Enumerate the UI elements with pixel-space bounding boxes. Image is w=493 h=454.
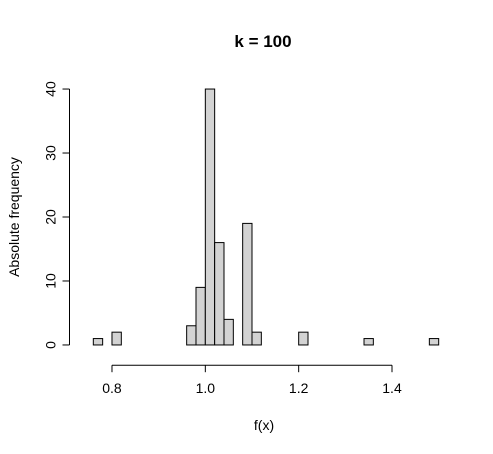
x-tick-label: 1.4 — [382, 380, 402, 396]
bar — [223, 318, 234, 346]
x-tick-label: 1.2 — [289, 380, 309, 396]
bar — [242, 222, 253, 346]
bar — [363, 338, 374, 346]
y-axis-label: Absolute frequency — [6, 157, 22, 277]
y-tick-label: 10 — [43, 273, 59, 289]
chart-title: k = 100 — [234, 32, 291, 51]
y-tick-label: 30 — [43, 145, 59, 161]
bar — [204, 88, 216, 346]
bar — [214, 242, 225, 346]
x-tick-label: 1.0 — [196, 380, 216, 396]
y-tick-label: 40 — [43, 81, 59, 97]
bar — [195, 286, 206, 346]
bar — [111, 331, 122, 346]
x-axis-label: f(x) — [254, 417, 274, 433]
bar — [251, 331, 262, 346]
bar — [186, 325, 197, 346]
bar — [92, 338, 104, 346]
y-tick-label: 20 — [43, 209, 59, 225]
y-tick-label: 0 — [43, 341, 59, 349]
bar — [428, 338, 440, 346]
x-tick-label: 0.8 — [102, 380, 122, 396]
bar — [298, 331, 309, 346]
